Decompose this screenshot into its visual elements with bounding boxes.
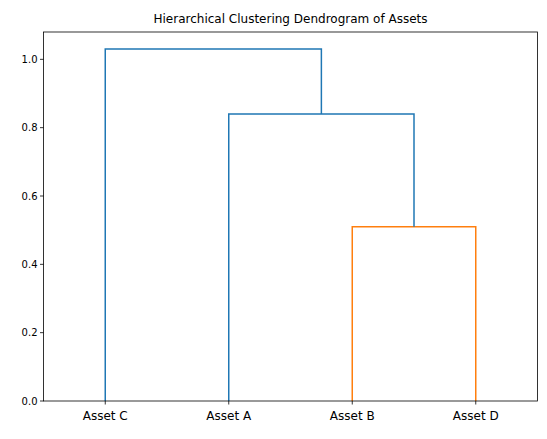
y-tick-label: 1.0 xyxy=(22,54,38,65)
x-tick xyxy=(352,401,353,405)
y-tick xyxy=(40,332,44,333)
y-tick xyxy=(40,401,44,402)
link xyxy=(105,49,321,401)
x-tick xyxy=(228,401,229,405)
x-tick-label: Asset B xyxy=(330,409,375,423)
x-tick-label: Asset A xyxy=(206,409,252,423)
y-tick-label: 0.0 xyxy=(22,396,38,407)
link xyxy=(352,227,476,401)
y-tick xyxy=(40,264,44,265)
axes-frame xyxy=(44,32,538,401)
links xyxy=(105,49,476,401)
y-tick xyxy=(40,127,44,128)
y-tick-label: 0.2 xyxy=(22,327,38,338)
x-tick xyxy=(475,401,476,405)
y-tick-label: 0.4 xyxy=(22,259,38,270)
y-tick-label: 0.8 xyxy=(22,122,38,133)
link xyxy=(229,114,414,401)
x-tick xyxy=(105,401,106,405)
x-tick-label: Asset C xyxy=(83,409,128,423)
y-tick-label: 0.6 xyxy=(22,191,38,202)
y-tick xyxy=(40,196,44,197)
x-tick-label: Asset D xyxy=(453,409,499,423)
chart: Hierarchical Clustering Dendrogram of As… xyxy=(0,0,547,439)
y-tick xyxy=(40,59,44,60)
title: Hierarchical Clustering Dendrogram of As… xyxy=(154,12,428,26)
